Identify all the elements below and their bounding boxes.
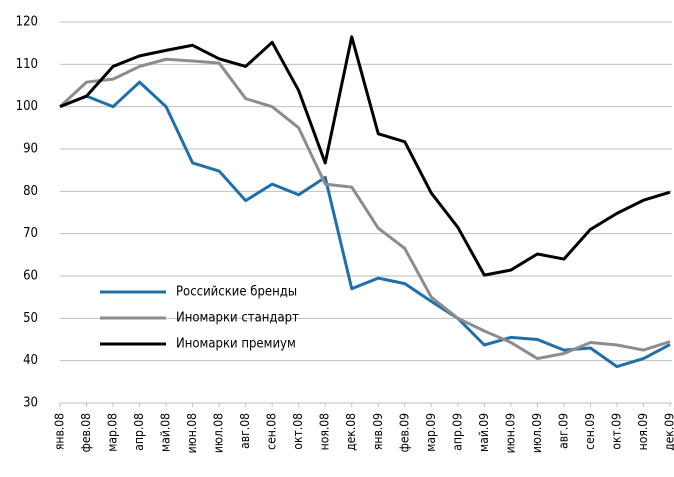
x-tick-label: дек.08 — [344, 413, 358, 451]
x-tick-label: июл.09 — [530, 413, 544, 453]
x-tick-label: ноя.09 — [636, 413, 650, 450]
y-tick-label: 120 — [16, 15, 38, 30]
y-tick-label: 110 — [16, 57, 38, 72]
y-tick-label: 80 — [23, 184, 38, 199]
x-tick-label: окт.08 — [291, 413, 305, 450]
x-tick-label: июл.08 — [212, 413, 226, 453]
x-tick-label: фев.08 — [79, 413, 93, 453]
x-tick-label: апр.09 — [450, 413, 464, 451]
x-tick-label: фев.09 — [397, 413, 411, 453]
y-tick-label: 30 — [23, 396, 38, 411]
x-tick-label: авг.08 — [238, 413, 252, 449]
y-tick-label: 60 — [23, 269, 38, 284]
x-tick-label: ноя.08 — [318, 413, 332, 450]
x-tick-label: окт.09 — [609, 413, 623, 450]
x-tick-label: май.09 — [477, 413, 491, 452]
x-tick-label: янв.08 — [53, 413, 67, 450]
x-tick-label: апр.08 — [132, 413, 146, 451]
x-tick-label: мар.09 — [424, 413, 438, 452]
x-tick-label: янв.09 — [371, 413, 385, 450]
x-tick-label: сен.09 — [583, 413, 597, 450]
series-line — [59, 80, 671, 369]
x-tick-label: июн.08 — [185, 413, 199, 453]
legend-label: Иномарки премиум — [176, 337, 296, 352]
y-tick-label: 70 — [23, 226, 38, 241]
y-tick-label: 90 — [23, 142, 38, 157]
y-tick-label: 50 — [23, 311, 38, 326]
series-line — [58, 57, 671, 361]
legend-label: Иномарки стандарт — [176, 311, 299, 326]
x-tick-label: мар.08 — [106, 413, 120, 452]
x-tick-label: сен.08 — [265, 413, 279, 450]
x-tick-label: июн.09 — [503, 413, 517, 453]
y-tick-label: 100 — [16, 99, 38, 114]
series-line — [59, 35, 671, 277]
x-tick-label: май.08 — [159, 413, 173, 452]
x-tick-label: дек.09 — [663, 413, 674, 451]
y-tick-label: 40 — [23, 353, 38, 368]
x-tick-label: авг.09 — [556, 413, 570, 449]
legend-label: Российские бренды — [176, 285, 297, 300]
